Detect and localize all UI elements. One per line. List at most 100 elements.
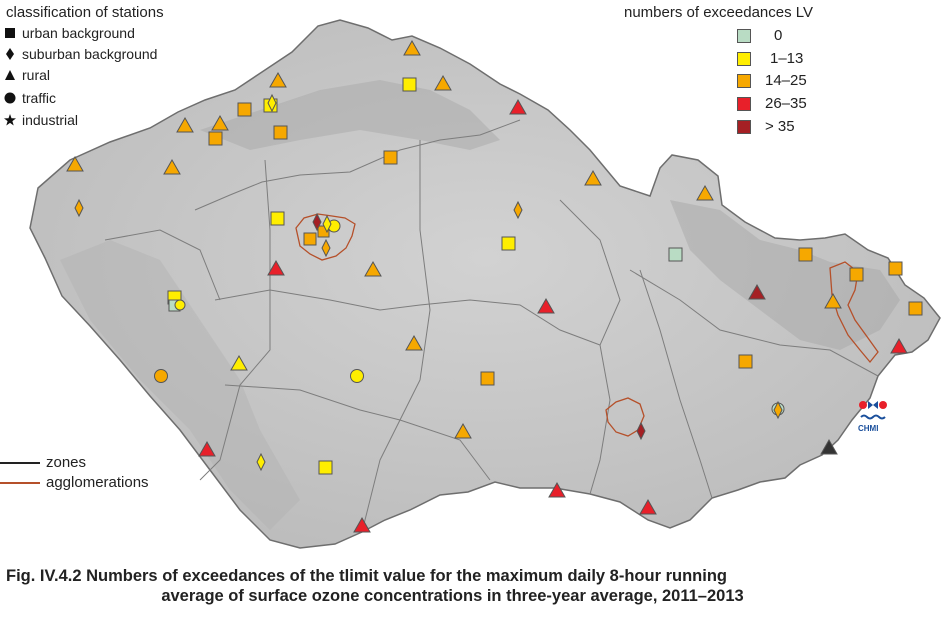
station-suburban[interactable] — [321, 238, 331, 258]
station-rural[interactable] — [454, 422, 472, 439]
station-suburban[interactable] — [256, 452, 266, 472]
station-rural[interactable] — [198, 440, 216, 457]
exceedance-legend-title: numbers of exceedances LV — [624, 4, 814, 21]
legend-label: industrial — [22, 112, 79, 128]
legend-agglomerations: agglomerations — [0, 474, 149, 491]
legend-label: 26–35 — [765, 95, 807, 112]
station-rural[interactable] — [748, 283, 766, 300]
station-rural[interactable] — [269, 71, 287, 88]
agglomeration-line-swatch — [0, 481, 40, 484]
legend-item-industrial: industrial — [4, 112, 78, 128]
station-urban[interactable] — [237, 102, 252, 117]
station-rural[interactable] — [639, 498, 657, 515]
legend-label: 14–25 — [765, 72, 807, 89]
station-rural[interactable] — [163, 158, 181, 175]
station-rural[interactable] — [364, 260, 382, 277]
triangle-icon — [5, 70, 15, 80]
legend-label: suburban background — [22, 46, 158, 62]
swatch — [737, 119, 751, 134]
station-rural[interactable] — [537, 297, 555, 314]
swatch — [737, 73, 751, 88]
station-rural[interactable] — [230, 354, 248, 371]
caption-line-1: Fig. IV.4.2 Numbers of exceedances of th… — [6, 567, 727, 585]
legend-label: rural — [22, 67, 51, 83]
legend-item-traffic: traffic — [4, 90, 56, 106]
zone-line-swatch — [0, 461, 40, 464]
swatch — [737, 96, 751, 111]
station-urban[interactable] — [383, 150, 398, 165]
relief-highlands — [670, 200, 900, 350]
station-rural[interactable] — [434, 74, 452, 91]
map-canvas — [29, 19, 941, 549]
chmi-logo-text: CHMI — [858, 424, 879, 433]
caption-line-2: average of surface ozone concentrations … — [161, 587, 744, 605]
station-rural[interactable] — [405, 334, 423, 351]
station-urban[interactable] — [908, 301, 923, 316]
station-urban[interactable] — [270, 211, 285, 226]
station-traffic[interactable] — [350, 369, 364, 383]
station-rural[interactable] — [353, 516, 371, 533]
legend-label: zones — [46, 454, 87, 471]
station-traffic[interactable] — [154, 369, 168, 383]
legend-zones: zones — [0, 454, 86, 471]
station-urban[interactable] — [480, 371, 495, 386]
station-rural[interactable] — [176, 116, 194, 133]
station-traffic[interactable] — [174, 299, 186, 311]
legend-label: 0 — [774, 27, 783, 44]
station-suburban[interactable] — [513, 200, 523, 220]
station-suburban[interactable] — [322, 214, 332, 234]
station-urban[interactable] — [303, 232, 317, 246]
legend-label: urban background — [22, 25, 135, 41]
station-suburban[interactable] — [773, 400, 783, 420]
legend-exceedance-1-13: 1–13 — [737, 50, 803, 67]
station-rural[interactable] — [66, 155, 84, 172]
station-rural[interactable] — [824, 292, 842, 309]
legend-exceedance-14-25: 14–25 — [737, 72, 807, 89]
agglomeration-prague — [295, 213, 356, 261]
star-icon — [4, 114, 16, 126]
swatch — [737, 28, 751, 43]
legend-item-rural: rural — [4, 67, 50, 83]
station-rural[interactable] — [696, 184, 714, 201]
station-suburban[interactable] — [636, 421, 646, 441]
legend-item-urban: urban background — [4, 25, 135, 41]
station-urban[interactable] — [849, 267, 864, 282]
figure-caption: Fig. IV.4.2 Numbers of exceedances of th… — [0, 566, 945, 606]
station-urban[interactable] — [273, 125, 288, 140]
station-rural[interactable] — [403, 39, 421, 56]
stations-layer — [66, 39, 923, 533]
legend-label: traffic — [22, 90, 56, 106]
station-rural[interactable] — [267, 259, 285, 276]
station-urban[interactable] — [798, 247, 813, 262]
legend-exceedance-26-35: 26–35 — [737, 95, 807, 112]
country-outline — [29, 19, 941, 549]
station-industrial[interactable] — [820, 438, 838, 455]
classification-legend-title: classification of stations — [6, 4, 164, 21]
station-rural[interactable] — [890, 337, 908, 354]
station-urban[interactable] — [501, 236, 516, 251]
station-suburban[interactable] — [74, 198, 84, 218]
chmi-logo — [859, 401, 887, 420]
legend-exceedance-0: 0 — [737, 27, 782, 44]
legend-exceedance-over-35: > 35 — [737, 118, 795, 135]
station-urban[interactable] — [318, 460, 333, 475]
station-urban[interactable] — [668, 247, 683, 262]
station-suburban[interactable] — [312, 212, 322, 232]
station-rural[interactable] — [548, 481, 566, 498]
station-urban[interactable] — [888, 261, 903, 276]
station-rural[interactable] — [509, 98, 527, 115]
square-icon — [5, 28, 15, 38]
station-urban[interactable] — [738, 354, 753, 369]
legend-label: agglomerations — [46, 474, 149, 491]
station-suburban[interactable] — [267, 93, 277, 113]
zone-lines — [104, 119, 879, 533]
swatch — [737, 51, 751, 66]
relief-highlands — [60, 240, 300, 530]
legend-label: 1–13 — [770, 50, 804, 67]
station-rural[interactable] — [211, 114, 229, 131]
station-urban[interactable] — [208, 131, 223, 146]
diamond-icon — [6, 48, 14, 60]
legend-item-suburban: suburban background — [4, 46, 157, 62]
station-rural[interactable] — [584, 169, 602, 186]
station-urban[interactable] — [402, 77, 417, 92]
